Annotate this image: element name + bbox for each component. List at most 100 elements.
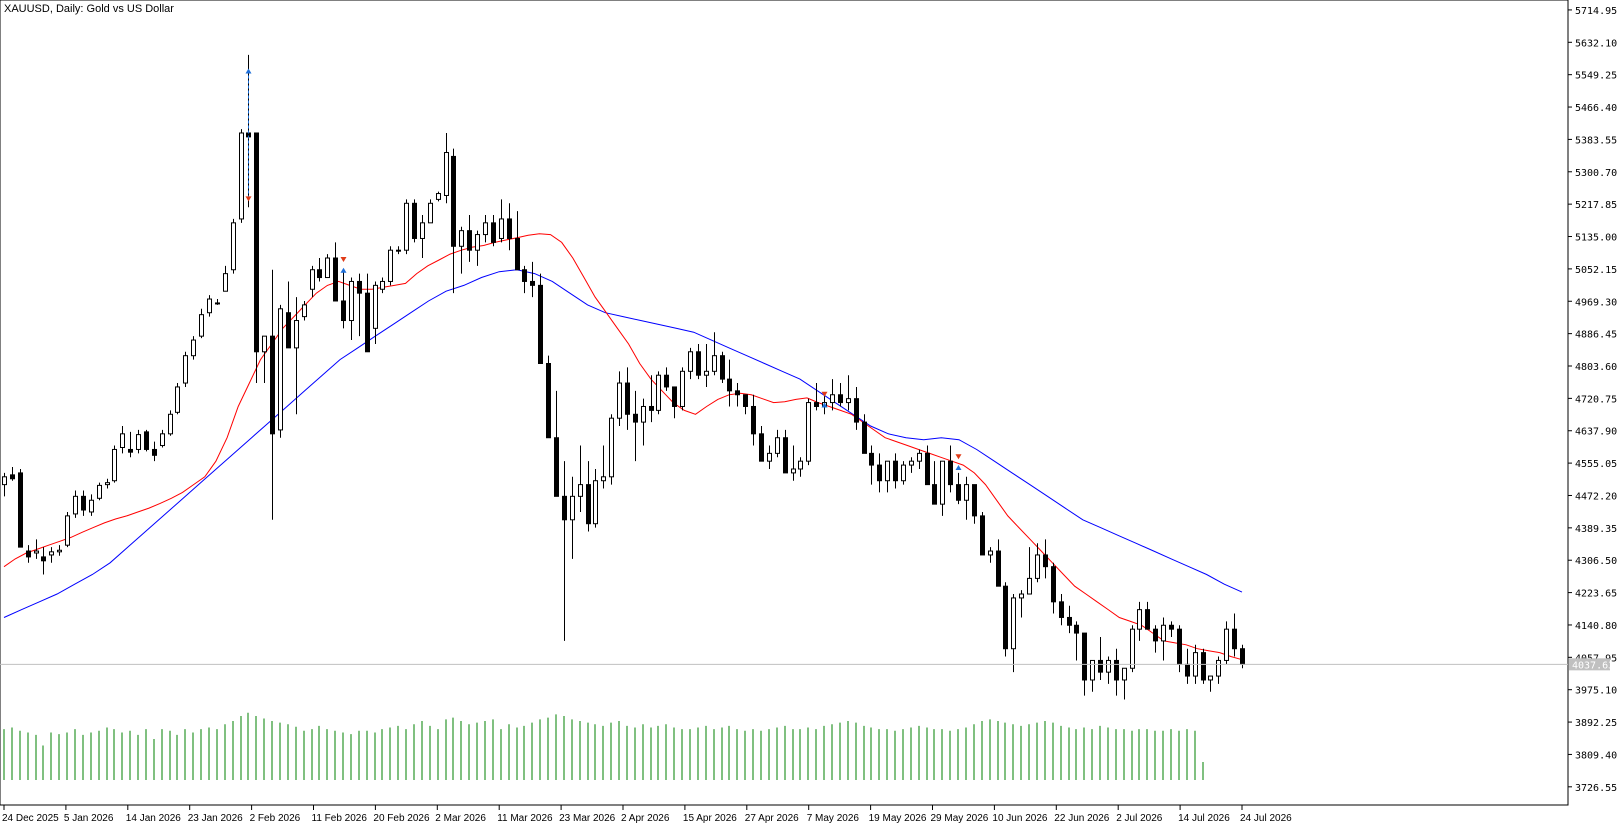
candle <box>1145 601 1150 630</box>
candle <box>1067 605 1072 634</box>
candle <box>1208 675 1213 692</box>
candle-body <box>593 480 598 525</box>
candle <box>996 539 1001 587</box>
candle-body <box>522 269 527 282</box>
candle <box>41 547 46 575</box>
candle-body <box>625 382 630 415</box>
candle-body <box>191 339 196 357</box>
candle-body <box>1201 652 1206 681</box>
price-axis[interactable]: 5714.95 5632.10 5549.25 5466.40 5383.55 5300.… <box>1568 6 1617 794</box>
candle-body <box>798 460 803 470</box>
candle <box>420 215 425 259</box>
price-tick-label: 5383.55 <box>1575 135 1617 146</box>
candle-body <box>664 374 669 388</box>
candle-body <box>183 355 188 384</box>
candle <box>270 269 275 520</box>
candle <box>65 511 70 548</box>
candle-body <box>925 452 930 486</box>
candle-body <box>349 280 354 322</box>
candle-body <box>34 550 39 554</box>
candle-body <box>562 495 567 521</box>
candle <box>601 445 606 489</box>
candle-body <box>641 405 646 423</box>
candle <box>175 383 180 415</box>
date-tick-label: 2 Feb 2026 <box>250 813 301 824</box>
price-tick-label: 5632.10 <box>1575 38 1617 49</box>
candle <box>333 242 338 302</box>
candle <box>396 246 401 255</box>
candle <box>1224 621 1229 665</box>
candle-body <box>254 132 259 353</box>
candle <box>759 426 764 462</box>
candle <box>988 547 993 563</box>
candle-body <box>1003 585 1008 650</box>
candle <box>578 445 583 512</box>
candle <box>609 414 614 485</box>
date-tick-label: 24 Jul 2026 <box>1240 813 1292 824</box>
candle-body <box>1169 624 1174 630</box>
slow-moving-average-line <box>3 269 1243 618</box>
candle-body <box>491 222 496 243</box>
candle-body <box>467 230 472 251</box>
candle-body <box>538 284 543 364</box>
candle-body <box>846 398 851 404</box>
date-tick-label: 2 Jul 2026 <box>1116 813 1163 824</box>
candle <box>10 467 15 481</box>
candle <box>105 478 110 489</box>
candle-body <box>278 308 283 431</box>
candle-body <box>144 431 149 450</box>
candle-body <box>270 335 275 435</box>
candle <box>160 429 165 448</box>
candle-body <box>1043 554 1048 568</box>
candle-body <box>428 202 433 224</box>
candle <box>751 394 756 446</box>
candle-body <box>649 405 654 411</box>
candle <box>365 273 370 353</box>
candle-body <box>231 222 236 271</box>
candle <box>530 261 535 298</box>
price-tick-label: 4140.80 <box>1575 621 1617 632</box>
candle <box>349 277 354 341</box>
candle <box>18 468 23 548</box>
candle-body <box>712 355 717 372</box>
candle <box>144 429 149 452</box>
candle <box>1153 625 1158 653</box>
buy-arrow-icon <box>340 267 347 273</box>
moving-average-layer <box>3 233 1243 661</box>
candle-body <box>1035 554 1040 579</box>
candle-body <box>1027 577 1032 595</box>
candle-body <box>901 464 906 482</box>
candle-body <box>136 434 141 450</box>
candle <box>475 230 480 266</box>
trade-marker-layer <box>245 68 962 471</box>
candle-body <box>436 193 441 200</box>
date-tick-label: 23 Jan 2026 <box>188 813 243 824</box>
candle <box>239 129 244 223</box>
candle-body <box>1153 628 1158 642</box>
price-tick-label: 4637.90 <box>1575 427 1617 438</box>
date-axis[interactable]: 24 Dec 2025 5 Jan 2026 14 Jan 2026 23 Jan 2… <box>2 805 1292 824</box>
candle-body <box>333 257 338 302</box>
candle-body <box>262 335 267 353</box>
candle <box>885 460 890 493</box>
candle <box>491 215 496 247</box>
candle <box>73 490 78 518</box>
candle-body <box>727 378 732 392</box>
candle-body <box>507 218 512 239</box>
candle-body <box>26 550 31 558</box>
candle <box>688 347 693 380</box>
candle-body <box>1082 632 1087 681</box>
candle-body <box>554 437 559 497</box>
price-tick-label: 3809.40 <box>1575 750 1617 761</box>
candle <box>436 191 441 202</box>
candle <box>34 539 39 559</box>
current-price-tag: 4037.63 <box>1569 658 1614 671</box>
candle-body <box>451 155 456 247</box>
candle-body <box>1122 667 1127 681</box>
candle <box>775 429 780 458</box>
candle-body <box>341 300 346 322</box>
candle-body <box>1130 628 1135 669</box>
candle-body <box>175 386 180 413</box>
